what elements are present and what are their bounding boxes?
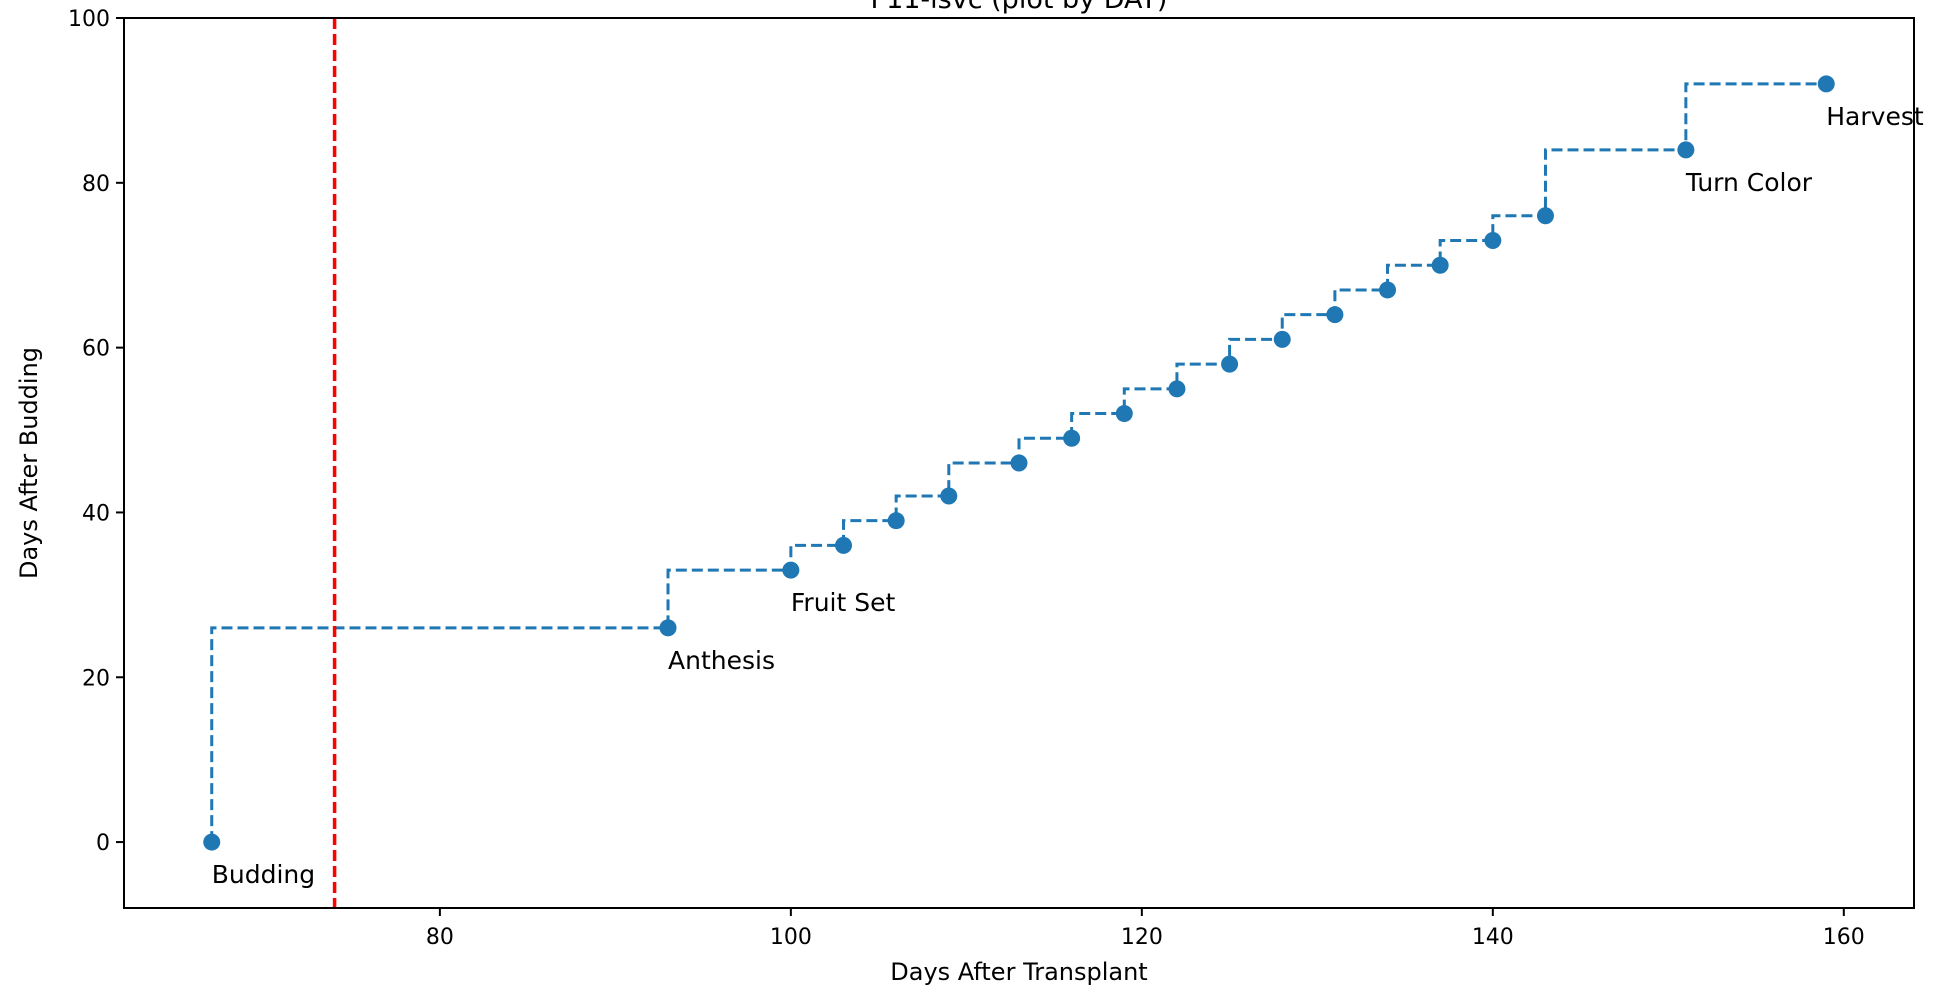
data-point — [1168, 380, 1186, 398]
data-point — [1484, 232, 1502, 249]
data-point — [1431, 256, 1449, 274]
axes-ticks: 80 100 120 140 160 0 20 40 60 80 100 — [68, 7, 1865, 950]
chart-title: F11-lsvc (plot by DAT) — [871, 0, 1168, 15]
y-tick-label: 20 — [82, 666, 110, 691]
data-point — [1677, 141, 1695, 159]
data-point — [835, 536, 853, 554]
annotation-label: Harvest — [1826, 102, 1924, 131]
data-point — [1115, 405, 1133, 423]
x-tick-label: 140 — [1472, 925, 1514, 950]
plot-frame — [123, 17, 1915, 909]
data-point — [203, 833, 221, 851]
annotation-label: Turn Color — [1685, 168, 1813, 197]
annotation-label: Budding — [212, 860, 315, 889]
y-tick-label: 60 — [82, 337, 110, 362]
y-tick-label: 0 — [96, 831, 110, 856]
y-axis-label: Days After Budding — [15, 347, 43, 579]
x-axis-label: Days After Transplant — [890, 958, 1147, 986]
y-tick-label: 100 — [68, 7, 110, 32]
x-tick-label: 100 — [770, 925, 812, 950]
y-tick-label: 40 — [82, 501, 110, 526]
data-point — [1063, 429, 1081, 447]
data-point — [940, 487, 958, 505]
x-tick-label: 80 — [426, 925, 454, 950]
data-point — [1326, 306, 1344, 324]
annotation-label: Anthesis — [668, 646, 775, 675]
data-point — [887, 512, 905, 530]
data-point — [1221, 355, 1239, 373]
x-tick-label: 160 — [1823, 925, 1865, 950]
x-tick-label: 120 — [1121, 925, 1163, 950]
data-point — [659, 619, 677, 637]
plot-area: Budding Anthesis Fruit Set Turn Color Harves… — [203, 18, 1924, 908]
data-point — [1379, 281, 1397, 299]
y-tick-label: 80 — [82, 172, 110, 197]
data-point — [1536, 207, 1554, 225]
annotation-label: Fruit Set — [791, 588, 896, 617]
data-point — [1817, 75, 1835, 93]
data-point — [782, 561, 800, 579]
data-point — [1010, 454, 1028, 472]
data-point — [1273, 330, 1291, 348]
